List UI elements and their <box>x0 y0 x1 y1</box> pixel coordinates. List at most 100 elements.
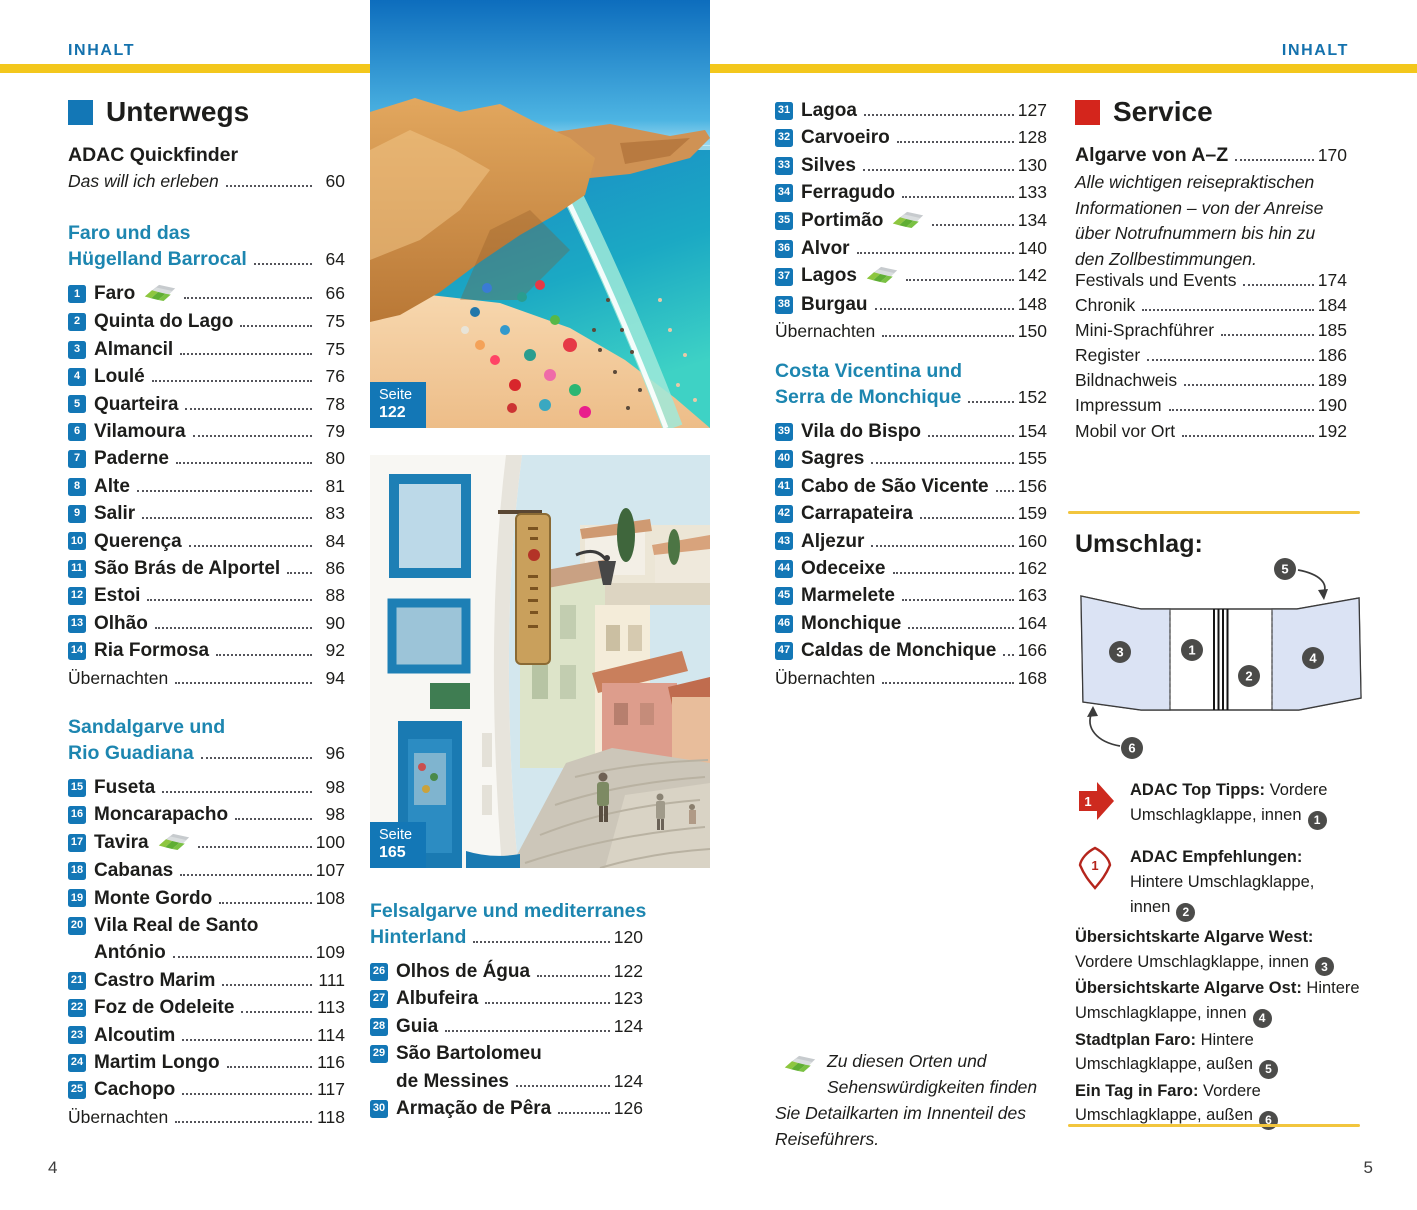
dot-leader <box>862 154 1014 171</box>
running-head-left: INHALT <box>68 42 136 59</box>
empfehlung-pin-icon: 1 <box>1075 845 1115 922</box>
quickfinder-page: 60 <box>325 171 345 191</box>
entry-page: 111 <box>318 969 345 990</box>
top-tipp-arrow-icon: 1 <box>1075 778 1115 830</box>
entry-label: Übernachten <box>68 1106 169 1127</box>
beach-cliffs-illustration <box>370 0 710 428</box>
toc-entry: 7 Paderne 80 80 <box>68 445 345 472</box>
toc-entry: 33 Silves 130 130 <box>775 152 1047 179</box>
dot-leader <box>871 447 1014 465</box>
entry-number-badge: 9 <box>68 504 86 523</box>
cover-maps-list: Übersichtskarte Algarve West: Vordere Um… <box>1075 925 1361 1130</box>
entry-page: 124 <box>613 1070 643 1091</box>
service-entry: Bildnachweis 189 <box>1075 368 1347 393</box>
section-title-line2: Rio Guadiana <box>68 742 194 764</box>
entry-number-badge: 28 <box>370 1017 388 1036</box>
section-title-line1: Faro und das <box>68 222 191 244</box>
column-west-algarve: 31 Lagoa 127 127 32 Carvoeiro <box>775 0 1047 1210</box>
legend-row: 1 1 ADAC Empfehlungen: Hintere Umschlagk… <box>1075 845 1347 922</box>
dot-leader <box>516 1070 610 1087</box>
toc-list-faro: 1 Faro 66 66 <box>68 280 345 692</box>
dot-leader <box>902 584 1014 602</box>
dot-leader <box>863 99 1014 116</box>
entry-page: 166 <box>1017 640 1047 661</box>
circled-number: 5 <box>1258 1059 1278 1079</box>
toc-entry: 17 Tavira 100 100 <box>68 829 345 857</box>
entry-label: Moncarapacho <box>94 804 229 826</box>
toc-entry: 6 Vilamoura 79 79 <box>68 418 345 445</box>
quickfinder-subtitle: Das will ich erleben <box>68 171 219 191</box>
toc-entry: 18 Cabanas 107 107 <box>68 857 345 884</box>
dot-leader <box>1221 319 1314 337</box>
map-icon <box>135 281 177 308</box>
toc-entry: 2 Quinta do Lago 75 75 <box>68 308 345 335</box>
entry-number-badge: 26 <box>370 962 388 981</box>
svg-text:5: 5 <box>1281 562 1288 577</box>
folded-map-glyph <box>158 833 189 850</box>
entry-page: 100 <box>315 831 345 852</box>
dot-leader <box>287 557 312 575</box>
entry-label: Armação de Pêra <box>396 1098 552 1120</box>
umschlag-diagram: 1 2 3 4 5 6 <box>1080 558 1362 759</box>
toc-entry: 3 Almancil 75 75 <box>68 336 345 363</box>
service-entry-page: 184 <box>1317 295 1347 316</box>
toc-entry: 34 Ferragudo 133 133 <box>775 179 1047 206</box>
dot-leader <box>1147 344 1314 362</box>
dot-leader <box>995 475 1014 492</box>
entry-label: Monchique <box>801 612 902 634</box>
entry-label: Albufeira <box>396 988 479 1010</box>
entry-label: Odeceixe <box>801 558 886 580</box>
map-icon <box>149 830 191 857</box>
entry-number-badge: 7 <box>68 450 86 469</box>
entry-label: Sagres <box>801 448 865 470</box>
entry-page: 75 <box>325 311 345 332</box>
toc-entry: 43 Aljezur 160 160 <box>775 528 1047 555</box>
shop-sign-lettering <box>528 527 538 628</box>
entry-label: Foz de Odeleite <box>94 997 235 1019</box>
dot-leader <box>874 293 1014 310</box>
entry-label: Ferragudo <box>801 182 895 204</box>
quickfinder-title: ADAC Quickfinder <box>68 144 239 166</box>
dot-leader <box>185 393 312 410</box>
dot-leader <box>901 181 1014 199</box>
toc-entry: 45 Marmelete 163 163 <box>775 582 1047 609</box>
entry-number-badge: 35 <box>775 211 793 230</box>
entry-label: Burgau <box>801 293 868 315</box>
beach-umbrellas <box>461 280 591 418</box>
dot-leader <box>172 941 312 959</box>
dot-leader <box>253 248 312 265</box>
entry-page: 94 <box>325 667 345 688</box>
cover-map-entry: Übersichtskarte Algarve Ost: Hintere Ums… <box>1075 976 1361 1028</box>
umschlag-title: Umschlag: <box>1075 530 1203 558</box>
toc-entry: 46 Monchique 164 164 <box>775 610 1047 637</box>
entry-page: 114 <box>317 1024 345 1045</box>
entry-label: Caldas de Monchique <box>801 640 997 662</box>
entry-label: Übernachten <box>68 667 169 688</box>
entry-number-badge: 29 <box>370 1044 388 1063</box>
entry-number-badge: 15 <box>68 778 86 797</box>
svg-text:1: 1 <box>1188 643 1195 658</box>
entry-number-badge: 1 <box>68 285 86 304</box>
dot-leader <box>192 420 312 438</box>
entry-label: São Bartolomeu <box>396 1043 542 1065</box>
service-entry: Mobil vor Ort 192 <box>1075 419 1347 444</box>
service-entry: Mini-Sprachführer 185 <box>1075 318 1347 343</box>
section-faro: Faro und das Hügelland Barrocal 64 1 Far… <box>68 220 345 692</box>
pedestrians <box>597 772 696 830</box>
entry-page: 83 <box>325 503 345 524</box>
dot-leader <box>919 502 1014 520</box>
entry-page: 128 <box>1017 127 1047 148</box>
dot-leader <box>905 264 1014 282</box>
entry-label: Carrapateira <box>801 503 913 525</box>
entry-page: 66 <box>325 283 345 303</box>
entry-label-cont: de Messines <box>396 1070 509 1092</box>
entry-number-badge: 30 <box>370 1099 388 1118</box>
toc-entry: 29 São Bartolomeu 124 de Messines 124 <box>370 1040 643 1095</box>
photo-beach: Seite 122 <box>370 0 710 428</box>
dot-leader <box>136 475 312 492</box>
cobblestones <box>524 759 710 868</box>
entry-page: 159 <box>1017 503 1047 524</box>
entry-number-badge: 43 <box>775 532 793 551</box>
entry-number-badge: 14 <box>68 641 86 660</box>
